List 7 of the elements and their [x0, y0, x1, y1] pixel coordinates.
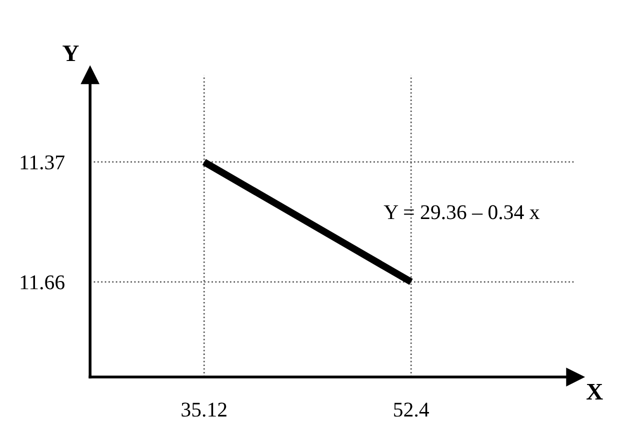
- x-tick-label: 35.12: [182, 402, 226, 417]
- annotation: Y = 29.36 – 0.34 x: [384, 205, 540, 220]
- y-tick-label: 11.37: [20, 155, 64, 170]
- x-axis-title: X: [586, 384, 603, 400]
- y-axis-title: Y: [62, 46, 79, 62]
- x-tick-label: 52.4: [394, 402, 429, 417]
- y-tick-label: 11.66: [20, 275, 64, 290]
